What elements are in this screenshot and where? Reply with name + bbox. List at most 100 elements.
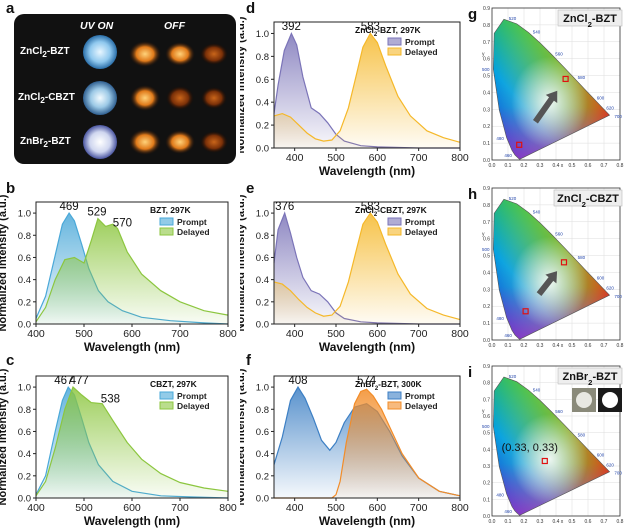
- wavelength-label: 480: [496, 492, 504, 497]
- y-tick-label: 0.8: [483, 203, 490, 209]
- panel-letter-c: c: [6, 352, 15, 369]
- spectrum-chart-zncl2-bzt: 400 500 600 700 800 0.0 0.2 0.4 0.6 0.8 1.0 Wavelen…: [240, 16, 469, 178]
- peak-label: 574: [357, 375, 377, 387]
- chart-title: BZT, 297K: [150, 205, 191, 215]
- y-tick-label: 0.8: [483, 23, 490, 29]
- legend-swatch-prompt: [387, 37, 402, 46]
- wavelength-label: 540: [533, 387, 541, 392]
- panel-letter-b: b: [6, 180, 16, 197]
- x-tick-label: 700: [410, 328, 428, 340]
- peak-label: 529: [87, 206, 106, 218]
- y-tick-label: 0.8: [256, 405, 269, 416]
- chart-title: CBZT, 297K: [150, 379, 198, 389]
- sample-off-1a: [129, 41, 161, 67]
- legend-label-delayed: Delayed: [177, 401, 210, 411]
- x-tick-label: 600: [369, 502, 387, 514]
- y-tick-label: 0.6: [483, 57, 490, 63]
- cie-chart-znbr2-bzt: 0.0 0.1 0.2 0.3 0.4 0.5 0.6 0.7 0.8 0.0 0.1 0.2 0.3 0…: [482, 364, 624, 525]
- plot-frame: [491, 7, 621, 161]
- y-tick-label: 0.3: [483, 107, 490, 113]
- spectrum-chart-cbzt: 400 500 600 700 800 0.0 0.2 0.4 0.6 0.8 1.0 Wavelen…: [0, 368, 237, 528]
- shift-arrow-shaft: [532, 93, 557, 124]
- series-area-prompt: [274, 33, 460, 148]
- y-tick-label: 0.4: [256, 98, 269, 109]
- y-tick-label: 0.8: [256, 52, 269, 63]
- legend-swatch-delayed: [387, 227, 402, 236]
- peak-label: 376: [275, 201, 294, 213]
- wavelength-label: 580: [578, 432, 586, 437]
- wavelength-label: 540: [533, 210, 541, 215]
- x-tick-label: 0.7: [601, 343, 608, 349]
- panel-letter-i: i: [468, 364, 473, 381]
- series-line-delayed: [35, 386, 229, 497]
- plot-frame: [273, 201, 461, 325]
- x-tick-label: 0.7: [601, 519, 608, 525]
- y-axis-label: Normalized intensity (a.u.): [0, 368, 9, 505]
- y-tick-label: 1.0: [18, 209, 31, 220]
- y-tick-label: 0.6: [483, 237, 490, 243]
- x-tick-label: 0.6: [585, 519, 592, 525]
- legend-label-delayed: Delayed: [405, 227, 438, 237]
- legend-label-prompt: Prompt: [405, 391, 435, 401]
- x-tick-label: 0.4: [553, 163, 560, 169]
- y-tick-label: 0.4: [256, 275, 269, 286]
- y-tick-label: 0.2: [483, 124, 490, 130]
- x-tick-label: 0.0: [489, 163, 496, 169]
- y-tick-label: 0.4: [256, 449, 269, 460]
- y-tick-label: 0.6: [18, 253, 31, 264]
- y-tick-label: 0.8: [483, 381, 490, 387]
- y-tick-label: 0.9: [483, 6, 490, 12]
- peak-label: 469: [60, 201, 79, 213]
- panel-letter-e: e: [246, 180, 255, 197]
- x-axis-label: Wavelength (nm): [84, 514, 180, 528]
- y-axis-label: y: [482, 409, 485, 415]
- plot-frame: [273, 375, 461, 499]
- row-label-zncl2-bzt: ZnCl2-BZT: [20, 46, 70, 59]
- y-tick-label: 0.8: [256, 231, 269, 242]
- series-area-delayed: [274, 213, 460, 324]
- wavelength-label: 600: [597, 276, 605, 281]
- spectral-locus: [492, 198, 611, 340]
- y-tick-label: 0.7: [483, 40, 490, 46]
- x-tick-label: 700: [410, 502, 428, 514]
- y-axis-label: Normalized intensity (a.u.): [240, 368, 247, 505]
- panel-letter-d: d: [246, 0, 256, 17]
- wavelength-label: 460: [504, 509, 512, 514]
- x-tick-label: 0.0: [489, 343, 496, 349]
- x-tick-label: 0.5: [569, 519, 576, 525]
- plot-frame: [491, 365, 621, 517]
- legend-swatch-prompt: [159, 391, 174, 400]
- cie-point-emission: [541, 457, 548, 465]
- y-tick-label: 0.0: [18, 494, 31, 505]
- x-tick-label: 500: [327, 328, 345, 340]
- legend-swatch-prompt: [387, 391, 402, 400]
- x-axis-label: x: [561, 519, 564, 525]
- x-tick-label: 500: [327, 152, 345, 164]
- y-tick-label: 0.6: [256, 75, 269, 86]
- y-tick-label: 0.7: [483, 220, 490, 226]
- x-tick-label: 600: [123, 502, 141, 514]
- y-tick-label: 0.4: [483, 447, 490, 453]
- peak-label: 570: [113, 217, 132, 229]
- y-tick-label: 0.4: [18, 449, 31, 460]
- peak-label: 583: [361, 201, 380, 213]
- cie-coordinate-label: (0.33, 0.33): [502, 442, 558, 454]
- x-tick-label: 0.2: [521, 163, 528, 169]
- y-tick-label: 0.0: [18, 320, 31, 331]
- y-tick-label: 0.8: [18, 405, 31, 416]
- x-tick-label: 0.5: [569, 343, 576, 349]
- y-tick-label: 0.6: [483, 414, 490, 420]
- y-tick-label: 0.2: [256, 297, 269, 308]
- y-tick-label: 0.1: [483, 497, 490, 503]
- wavelength-label: 500: [482, 247, 490, 252]
- chart-title: ZnCl2-BZT, 297K: [355, 25, 422, 38]
- wavelength-label: 540: [533, 30, 541, 35]
- x-tick-label: 400: [286, 328, 304, 340]
- y-tick-label: 0.4: [483, 90, 490, 96]
- row-label-zncl2-cbzt: ZnCl2-CBZT: [18, 92, 75, 105]
- x-axis-label: Wavelength (nm): [319, 164, 415, 178]
- y-tick-label: 0.6: [18, 427, 31, 438]
- y-tick-label: 0.0: [483, 514, 490, 520]
- spectrum-chart-bzt: 400 500 600 700 800 0.0 0.2 0.4 0.6 0.8 1.0 Wavelen…: [0, 194, 237, 354]
- x-tick-label: 400: [286, 502, 304, 514]
